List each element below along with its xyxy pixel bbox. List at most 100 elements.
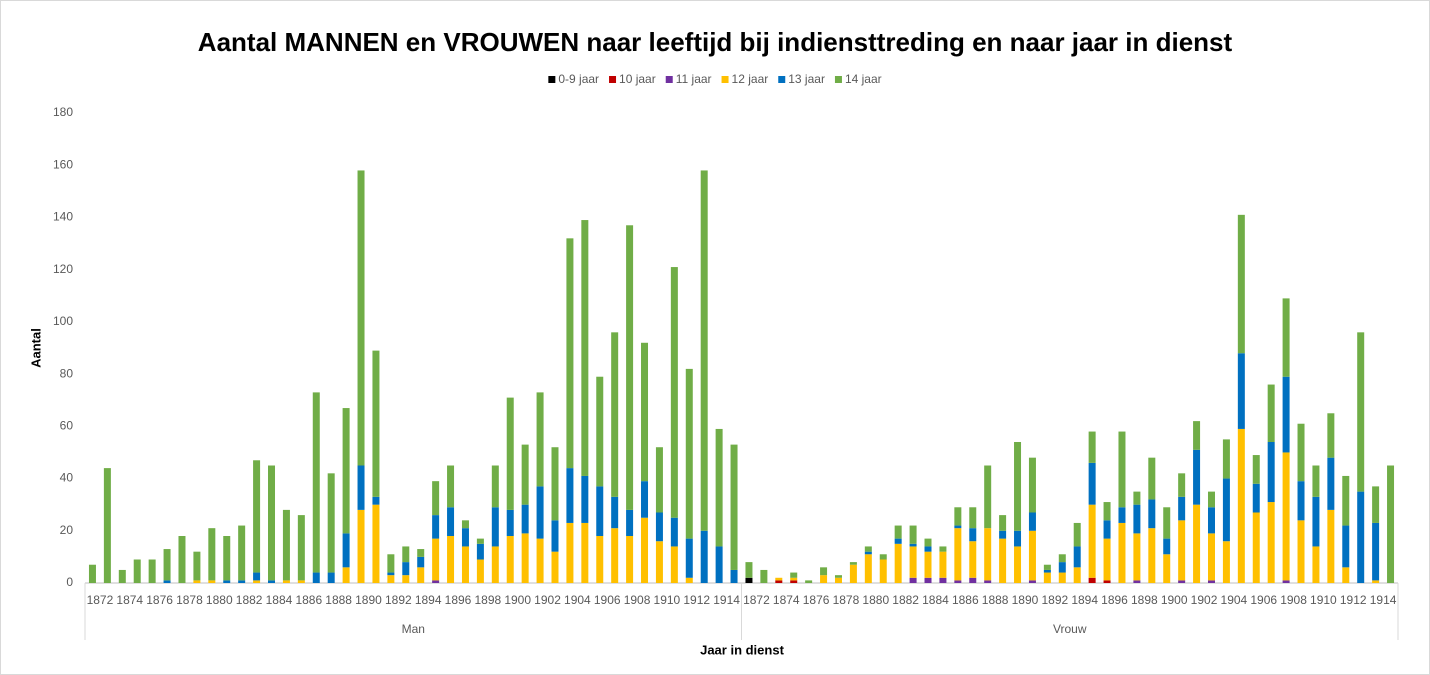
x-tick-label: 1880 <box>206 593 233 607</box>
bar-segment <box>1178 520 1186 581</box>
bar-segment <box>1252 512 1260 583</box>
legend-label: 12 jaar <box>732 72 769 86</box>
bar-segment <box>685 368 693 539</box>
bar-segment <box>939 551 947 578</box>
x-tick-label: 1902 <box>1191 593 1218 607</box>
bar-segment <box>193 580 201 583</box>
bar-segment <box>954 507 962 526</box>
bar-segment <box>372 504 380 583</box>
bar-segment <box>1118 431 1126 508</box>
bar-segment <box>1133 491 1141 505</box>
bar-segment <box>491 507 499 547</box>
bar-segment <box>253 580 261 583</box>
bar-segment <box>879 559 887 583</box>
bar-segment <box>1327 509 1335 583</box>
bar-segment <box>909 543 917 547</box>
bar-segment <box>760 569 768 583</box>
bar-segment <box>357 509 365 583</box>
bar-segment <box>1282 298 1290 377</box>
bar-segment <box>1163 507 1171 539</box>
bar-segment <box>282 580 290 583</box>
bar-segment <box>417 556 425 568</box>
bar-segment <box>1282 580 1290 583</box>
bar-segment <box>1043 572 1051 583</box>
bar-segment <box>1103 538 1111 581</box>
bar-segment <box>521 444 529 505</box>
bar-segment <box>939 546 947 552</box>
bar-segment <box>1342 475 1350 526</box>
bar-segment <box>969 577 977 583</box>
bar-segment <box>1193 504 1201 583</box>
bar-segment <box>790 577 798 581</box>
y-tick-label: 0 <box>66 575 73 589</box>
bar-segment <box>387 575 395 583</box>
bar-segment <box>1267 442 1275 503</box>
bar-segment <box>178 536 186 583</box>
x-tick-label: 1894 <box>415 593 442 607</box>
x-tick-label: 1886 <box>295 593 322 607</box>
x-tick-label: 1902 <box>534 593 561 607</box>
bar-segment <box>1014 546 1022 583</box>
bar-segment <box>715 428 723 547</box>
legend-swatch <box>834 76 842 83</box>
bar-segment <box>641 342 649 482</box>
bar-segment <box>1088 462 1096 505</box>
bar-segment <box>820 575 828 583</box>
x-tick-label: 1896 <box>1101 593 1128 607</box>
bar-segment <box>327 572 335 583</box>
bar-segment <box>775 577 783 581</box>
bar-segment <box>118 569 126 583</box>
x-tick-label: 1904 <box>1221 593 1248 607</box>
bar-segment <box>282 509 290 581</box>
bar-segment <box>984 580 992 583</box>
legend-label: 0-9 jaar <box>558 72 599 86</box>
bar-segment <box>1357 332 1365 492</box>
bar-segment <box>521 504 529 534</box>
bar-segment <box>1043 569 1051 573</box>
bar-segment <box>790 572 798 578</box>
chart-title: Aantal MANNEN en VROUWEN naar leeftijd b… <box>198 27 1233 57</box>
x-tick-label: 1884 <box>922 593 949 607</box>
bar-segment <box>1058 554 1066 563</box>
bar-segment <box>551 551 559 583</box>
bar-segment <box>297 580 305 583</box>
bar-segment <box>1178 580 1186 583</box>
bar-segment <box>476 538 484 544</box>
bar-segment <box>1252 455 1260 484</box>
bar-segment <box>432 538 440 581</box>
x-tick-label: 1886 <box>952 593 979 607</box>
bar-segment <box>1028 512 1036 531</box>
bar-segment <box>268 580 276 583</box>
bar-segment <box>924 577 932 583</box>
bar-segment <box>1237 353 1245 429</box>
x-tick-label: 1876 <box>803 593 830 607</box>
bar-segment <box>1222 541 1230 583</box>
bar-segment <box>1103 502 1111 521</box>
bar-segment <box>1372 522 1380 581</box>
bar-segment <box>312 572 320 583</box>
y-tick-label: 80 <box>60 366 74 380</box>
bar-segment <box>730 569 738 583</box>
bar-segment <box>1297 520 1305 583</box>
bar-segment <box>999 515 1007 531</box>
bar-segment <box>715 546 723 583</box>
x-tick-label: 1908 <box>1280 593 1307 607</box>
bar-segment <box>641 517 649 583</box>
bar-segment <box>163 549 171 581</box>
x-tick-label: 1910 <box>1310 593 1337 607</box>
bar-segment <box>999 530 1007 539</box>
bar-segment <box>1372 580 1380 583</box>
bar-segment <box>461 546 469 583</box>
bar-segment <box>700 170 708 531</box>
bar-segment <box>1357 491 1365 583</box>
bar-segment <box>402 546 410 563</box>
bar-segment <box>1118 522 1126 583</box>
x-tick-label: 1892 <box>1041 593 1068 607</box>
bar-segment <box>1028 457 1036 513</box>
bar-segment <box>208 580 216 583</box>
bar-segment <box>1148 499 1156 529</box>
bar-segment <box>834 575 842 578</box>
bar-segment <box>670 267 678 518</box>
bar-segment <box>670 517 678 547</box>
bar-segment <box>909 525 917 544</box>
